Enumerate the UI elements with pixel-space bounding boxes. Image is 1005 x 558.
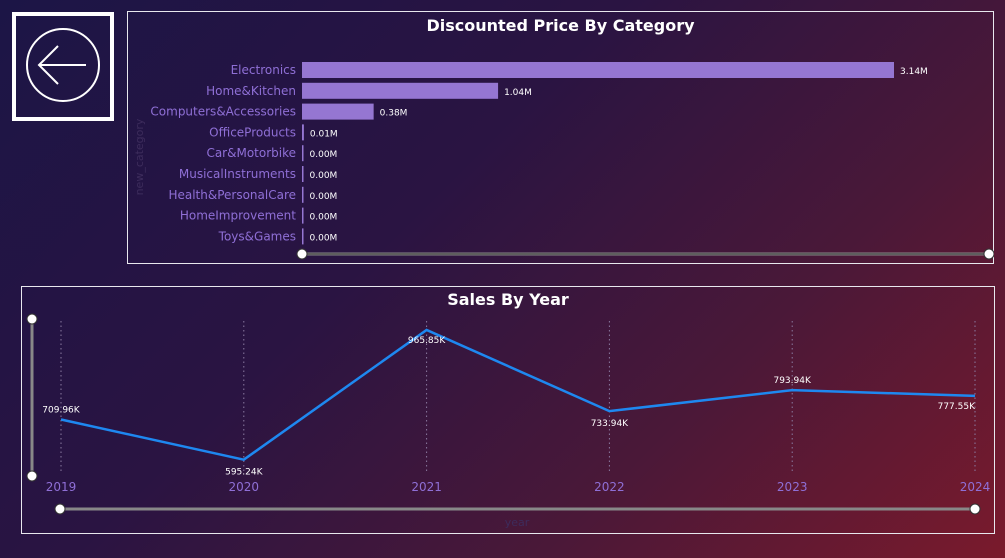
arrow-left-circle-icon [26, 28, 100, 102]
bar-value-label: 0.38M [379, 108, 407, 118]
bar[interactable] [301, 123, 304, 140]
bar-category-label: MusicalInstruments [178, 167, 295, 181]
bar-chart-svg: new_category Electronics 3.14M Home&Kitche… [133, 61, 994, 259]
bar-scroll-handle-start[interactable] [296, 248, 307, 259]
line-chart-svg: 2019 2020 2021 2022 2023 2024 709.96K 595.24K 96… [26, 313, 990, 529]
point-value-label: 709.96K [42, 405, 80, 415]
bar-category-label: Home&Kitchen [206, 83, 296, 97]
bar-value-label: 0.00M [309, 233, 337, 243]
bar-category-label: Computers&Accessories [150, 104, 296, 118]
line-hscroll-handle-start[interactable] [54, 503, 65, 514]
point-value-label: 733.94K [590, 419, 628, 429]
bar[interactable] [301, 144, 304, 161]
x-tick-label: 2020 [228, 480, 259, 494]
line-vscroll-handle-bottom[interactable] [26, 470, 37, 481]
bar-chart-title: Discounted Price By Category [426, 16, 695, 35]
bar[interactable] [301, 82, 498, 99]
sales-line-chart-panel: Sales By Year 2019 2020 2021 2022 2023 2024 70… [21, 286, 995, 534]
back-button[interactable] [12, 12, 114, 121]
bar-scroll-handle-end[interactable] [983, 248, 994, 259]
x-tick-label: 2024 [959, 480, 990, 494]
line-vscroll-handle-top[interactable] [26, 313, 37, 324]
point-value-label: 793.94K [773, 376, 811, 386]
bar-category-label: Health&PersonalCare [168, 187, 296, 201]
bar-category-label: OfficeProducts [209, 125, 296, 139]
bar-category-label: Electronics [230, 63, 295, 77]
bar[interactable] [301, 61, 894, 78]
bar-value-label: 3.14M [900, 67, 928, 77]
bar-category-label: Car&Motorbike [206, 146, 296, 160]
bar-value-label: 0.00M [309, 150, 337, 160]
x-tick-label: 2021 [411, 480, 442, 494]
point-value-label: 777.55K [937, 401, 975, 411]
bar-value-label: 1.04M [504, 87, 532, 97]
line-hscroll-handle-end[interactable] [969, 503, 980, 514]
bar[interactable] [301, 207, 304, 224]
bar-value-label: 0.01M [309, 129, 337, 139]
sales-line[interactable] [60, 328, 975, 461]
x-tick-label: 2023 [776, 480, 807, 494]
x-tick-label: 2019 [45, 480, 76, 494]
bar[interactable] [301, 103, 374, 120]
point-value-label: 595.24K [225, 467, 263, 477]
line-horizontal-scrollbar[interactable] [54, 503, 980, 514]
line-x-axis-label: year [504, 516, 529, 529]
bar-value-label: 0.00M [309, 191, 337, 201]
bar-category-label: Toys&Games [217, 229, 295, 243]
bar-value-label: 0.00M [309, 212, 337, 222]
bar-y-axis-label: new_category [133, 118, 146, 195]
bar-value-label: 0.00M [309, 171, 337, 181]
bar-category-label: HomeImprovement [179, 208, 295, 222]
category-bar-chart-panel: Discounted Price By Category new_categor… [127, 11, 994, 264]
bar-scrollbar[interactable] [296, 248, 994, 259]
line-vertical-scrollbar[interactable] [26, 313, 37, 481]
point-value-label: 965.85K [407, 335, 445, 345]
bar[interactable] [301, 186, 304, 203]
bar[interactable] [301, 227, 304, 244]
x-tick-label: 2022 [594, 480, 625, 494]
bar[interactable] [301, 165, 304, 182]
line-chart-title: Sales By Year [447, 290, 569, 309]
